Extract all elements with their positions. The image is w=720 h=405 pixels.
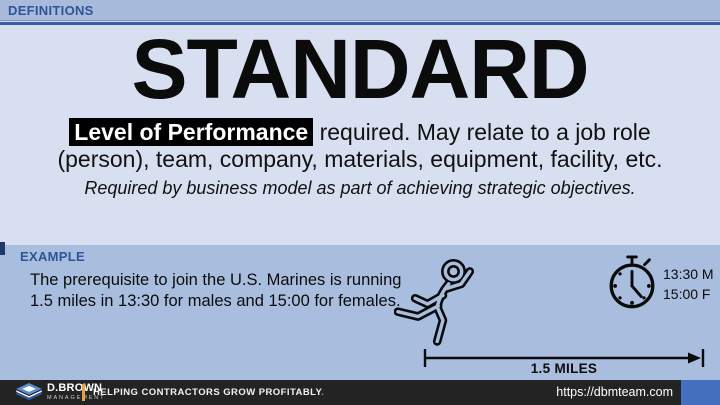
time-male: 13:30 M [663, 266, 714, 282]
definition-text: Level of Performance required. May relat… [28, 117, 692, 174]
stopwatch-icon [603, 254, 661, 317]
section-notch [0, 242, 5, 255]
definitions-label: DEFINITIONS [8, 3, 94, 18]
footer-end-block [681, 380, 720, 405]
dbrown-logo-icon [15, 383, 43, 405]
brand-block: D.BROWN MANAGEMENT [47, 383, 105, 402]
example-text-line2: 1.5 miles in 13:30 for males and 15:00 f… [30, 292, 401, 311]
definition-line2: (person), team, company, materials, equi… [57, 146, 663, 173]
brand-subtitle: MANAGEMENT [47, 395, 106, 401]
tagline-text: HELPING CONTRACTORS GROW PROFITABLY [93, 387, 322, 398]
brand-name: D.BROWN [47, 382, 103, 394]
footer-divider [82, 384, 85, 401]
example-text: The prerequisite to join the U.S. Marine… [30, 270, 401, 312]
time-standards: 13:30 M 15:00 F [663, 264, 714, 304]
distance-label: 1.5 MILES [530, 361, 598, 376]
page-title: STANDARD [131, 22, 589, 116]
footer-tagline: HELPING CONTRACTORS GROW PROFITABLY. [93, 380, 324, 405]
header-rule [0, 22, 720, 25]
footer-bar: D.BROWN MANAGEMENT HELPING CONTRACTORS G… [0, 380, 720, 405]
time-female: 15:00 F [663, 286, 711, 303]
definitions-band: DEFINITIONS [0, 0, 720, 21]
footer-url-link[interactable]: https://dbmteam.com [556, 385, 673, 399]
example-text-line1: The prerequisite to join the U.S. Marine… [30, 271, 402, 289]
definition-highlight: Level of Performance [69, 117, 314, 146]
definition-section: STANDARD Level of Performance required. … [0, 25, 720, 245]
definition-note: Required by business model as part of ac… [84, 177, 636, 198]
distance-arrow [423, 348, 705, 373]
example-label: EXAMPLE [20, 249, 85, 264]
tagline-period: . [321, 387, 325, 398]
runner-icon [393, 259, 490, 356]
definition-rest: required. May relate to a job role [313, 118, 651, 145]
example-section: EXAMPLE The prerequisite to join the U.S… [0, 242, 720, 380]
